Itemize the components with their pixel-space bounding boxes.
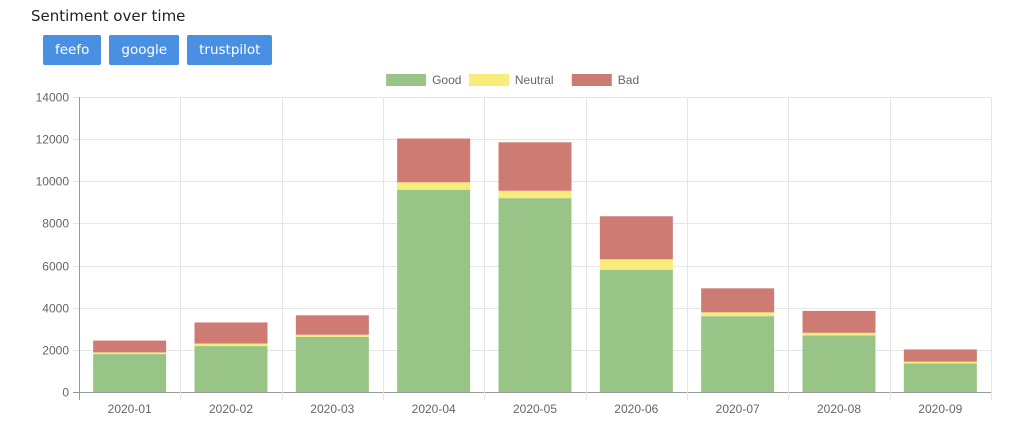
x-tick-label: 2020-08 [817, 402, 861, 416]
y-tick-label: 4000 [42, 302, 69, 316]
bar-bad-2020-02 [194, 322, 268, 344]
feefo-button[interactable]: feefo [43, 35, 102, 65]
bar-neutral-2020-02 [194, 343, 268, 347]
bar-neutral-2020-01 [93, 352, 167, 355]
x-tick-label: 2020-04 [412, 402, 456, 416]
legend-swatch-good [386, 74, 427, 86]
legend-label-neutral: Neutral [515, 73, 554, 87]
legend-label-good: Good [432, 73, 461, 87]
google-button[interactable]: google [109, 35, 180, 65]
bar-good-2020-01 [93, 354, 167, 392]
bar-neutral-2020-04 [397, 182, 471, 190]
chart-bars [93, 138, 977, 392]
x-tick-label: 2020-03 [310, 402, 354, 416]
legend-swatch-bad [571, 74, 612, 86]
bar-bad-2020-07 [701, 288, 775, 313]
chart-legend: Good Neutral Bad [386, 73, 639, 87]
bar-good-2020-05 [498, 198, 572, 392]
x-tick-label: 2020-07 [716, 402, 760, 416]
bar-bad-2020-06 [599, 216, 673, 260]
x-tick-label: 2020-05 [513, 402, 557, 416]
source-button-group: feefo google trustpilot [43, 35, 273, 65]
legend-swatch-neutral [468, 74, 509, 86]
trustpilot-button[interactable]: trustpilot [187, 35, 273, 65]
chart-title: Sentiment over time [31, 7, 186, 25]
x-tick-label: 2020-01 [108, 402, 152, 416]
bar-good-2020-04 [397, 189, 471, 392]
bar-neutral-2020-07 [701, 312, 775, 317]
bar-bad-2020-04 [397, 138, 471, 183]
bar-good-2020-02 [194, 346, 268, 392]
x-tick-label: 2020-02 [209, 402, 253, 416]
bar-bad-2020-01 [93, 340, 167, 353]
y-tick-label: 10000 [36, 175, 70, 189]
bar-bad-2020-08 [802, 310, 876, 333]
y-tick-label: 8000 [42, 217, 69, 231]
x-tick-label: 2020-06 [614, 402, 658, 416]
bar-good-2020-09 [903, 363, 977, 392]
bar-bad-2020-05 [498, 142, 572, 191]
bar-neutral-2020-05 [498, 190, 572, 199]
bar-good-2020-06 [599, 269, 673, 392]
bar-neutral-2020-08 [802, 332, 876, 336]
y-tick-label: 2000 [42, 344, 69, 358]
legend-label-bad: Bad [618, 73, 639, 87]
bar-bad-2020-09 [903, 349, 977, 362]
bar-good-2020-08 [802, 335, 876, 392]
bar-good-2020-07 [701, 316, 775, 392]
bar-neutral-2020-03 [295, 334, 369, 337]
y-tick-label: 12000 [36, 133, 70, 147]
bar-neutral-2020-09 [903, 361, 977, 364]
y-tick-label: 6000 [42, 260, 69, 274]
bar-bad-2020-03 [295, 315, 369, 335]
bar-neutral-2020-06 [599, 259, 673, 270]
x-tick-label: 2020-09 [918, 402, 962, 416]
y-tick-label: 0 [62, 386, 69, 400]
chart-axes: 0 2000 4000 6000 8000 10000 12000 14000 2020-01 2… [36, 91, 963, 417]
y-tick-label: 14000 [36, 91, 70, 105]
bar-good-2020-03 [295, 336, 369, 392]
